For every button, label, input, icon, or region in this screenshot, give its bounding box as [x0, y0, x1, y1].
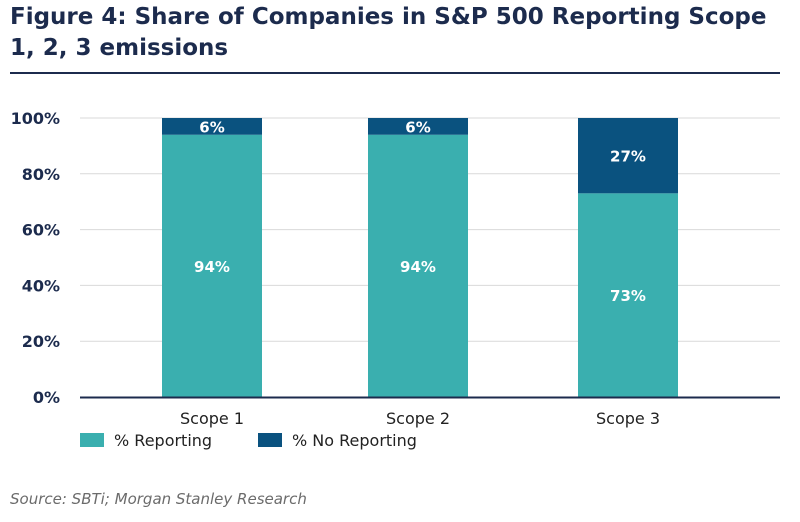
title-divider [10, 72, 780, 74]
y-tick-label: 80% [22, 165, 60, 184]
legend-label: % Reporting [114, 431, 212, 450]
data-label: 6% [405, 118, 430, 136]
y-tick-label: 0% [33, 388, 60, 407]
y-tick-label: 100% [11, 109, 60, 128]
y-tick-label: 40% [22, 276, 60, 295]
data-label: 94% [400, 258, 436, 276]
chart-title: Figure 4: Share of Companies in S&P 500 … [10, 4, 767, 61]
bar-no-reporting [578, 118, 678, 194]
legend-swatch-reporting [80, 433, 104, 447]
bar-no-reporting [162, 118, 262, 135]
data-label: 73% [610, 287, 646, 305]
stacked-bar-chart: 0% 20% 40% 60% 80% 100% 94% 6% Scope 1 94% 6% Scope… [11, 109, 780, 450]
bar-reporting [368, 134, 468, 398]
bar-no-reporting [368, 118, 468, 135]
data-label: 27% [610, 148, 646, 166]
legend-label: % No Reporting [292, 431, 417, 450]
y-tick-label: 60% [22, 221, 60, 240]
x-tick-label: Scope 1 [180, 409, 244, 428]
bar-reporting [578, 193, 678, 397]
x-tick-label: Scope 3 [596, 409, 660, 428]
y-tick-label: 20% [22, 332, 60, 351]
bar-reporting [162, 134, 262, 398]
data-label: 6% [199, 118, 224, 136]
x-tick-label: Scope 2 [386, 409, 450, 428]
data-label: 94% [194, 258, 230, 276]
source-note: Source: SBTi; Morgan Stanley Research [10, 490, 307, 508]
legend-swatch-no-reporting [258, 433, 282, 447]
